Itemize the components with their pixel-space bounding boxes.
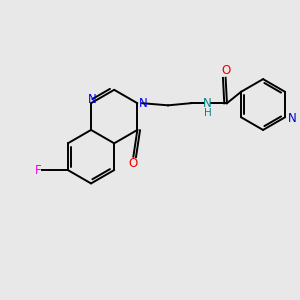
Text: N: N — [202, 97, 211, 110]
Text: O: O — [129, 157, 138, 170]
Text: N: N — [139, 97, 148, 110]
Text: N: N — [88, 94, 97, 106]
Text: N: N — [287, 112, 296, 125]
Text: F: F — [35, 164, 42, 177]
Text: O: O — [221, 64, 230, 77]
Text: H: H — [204, 108, 212, 118]
